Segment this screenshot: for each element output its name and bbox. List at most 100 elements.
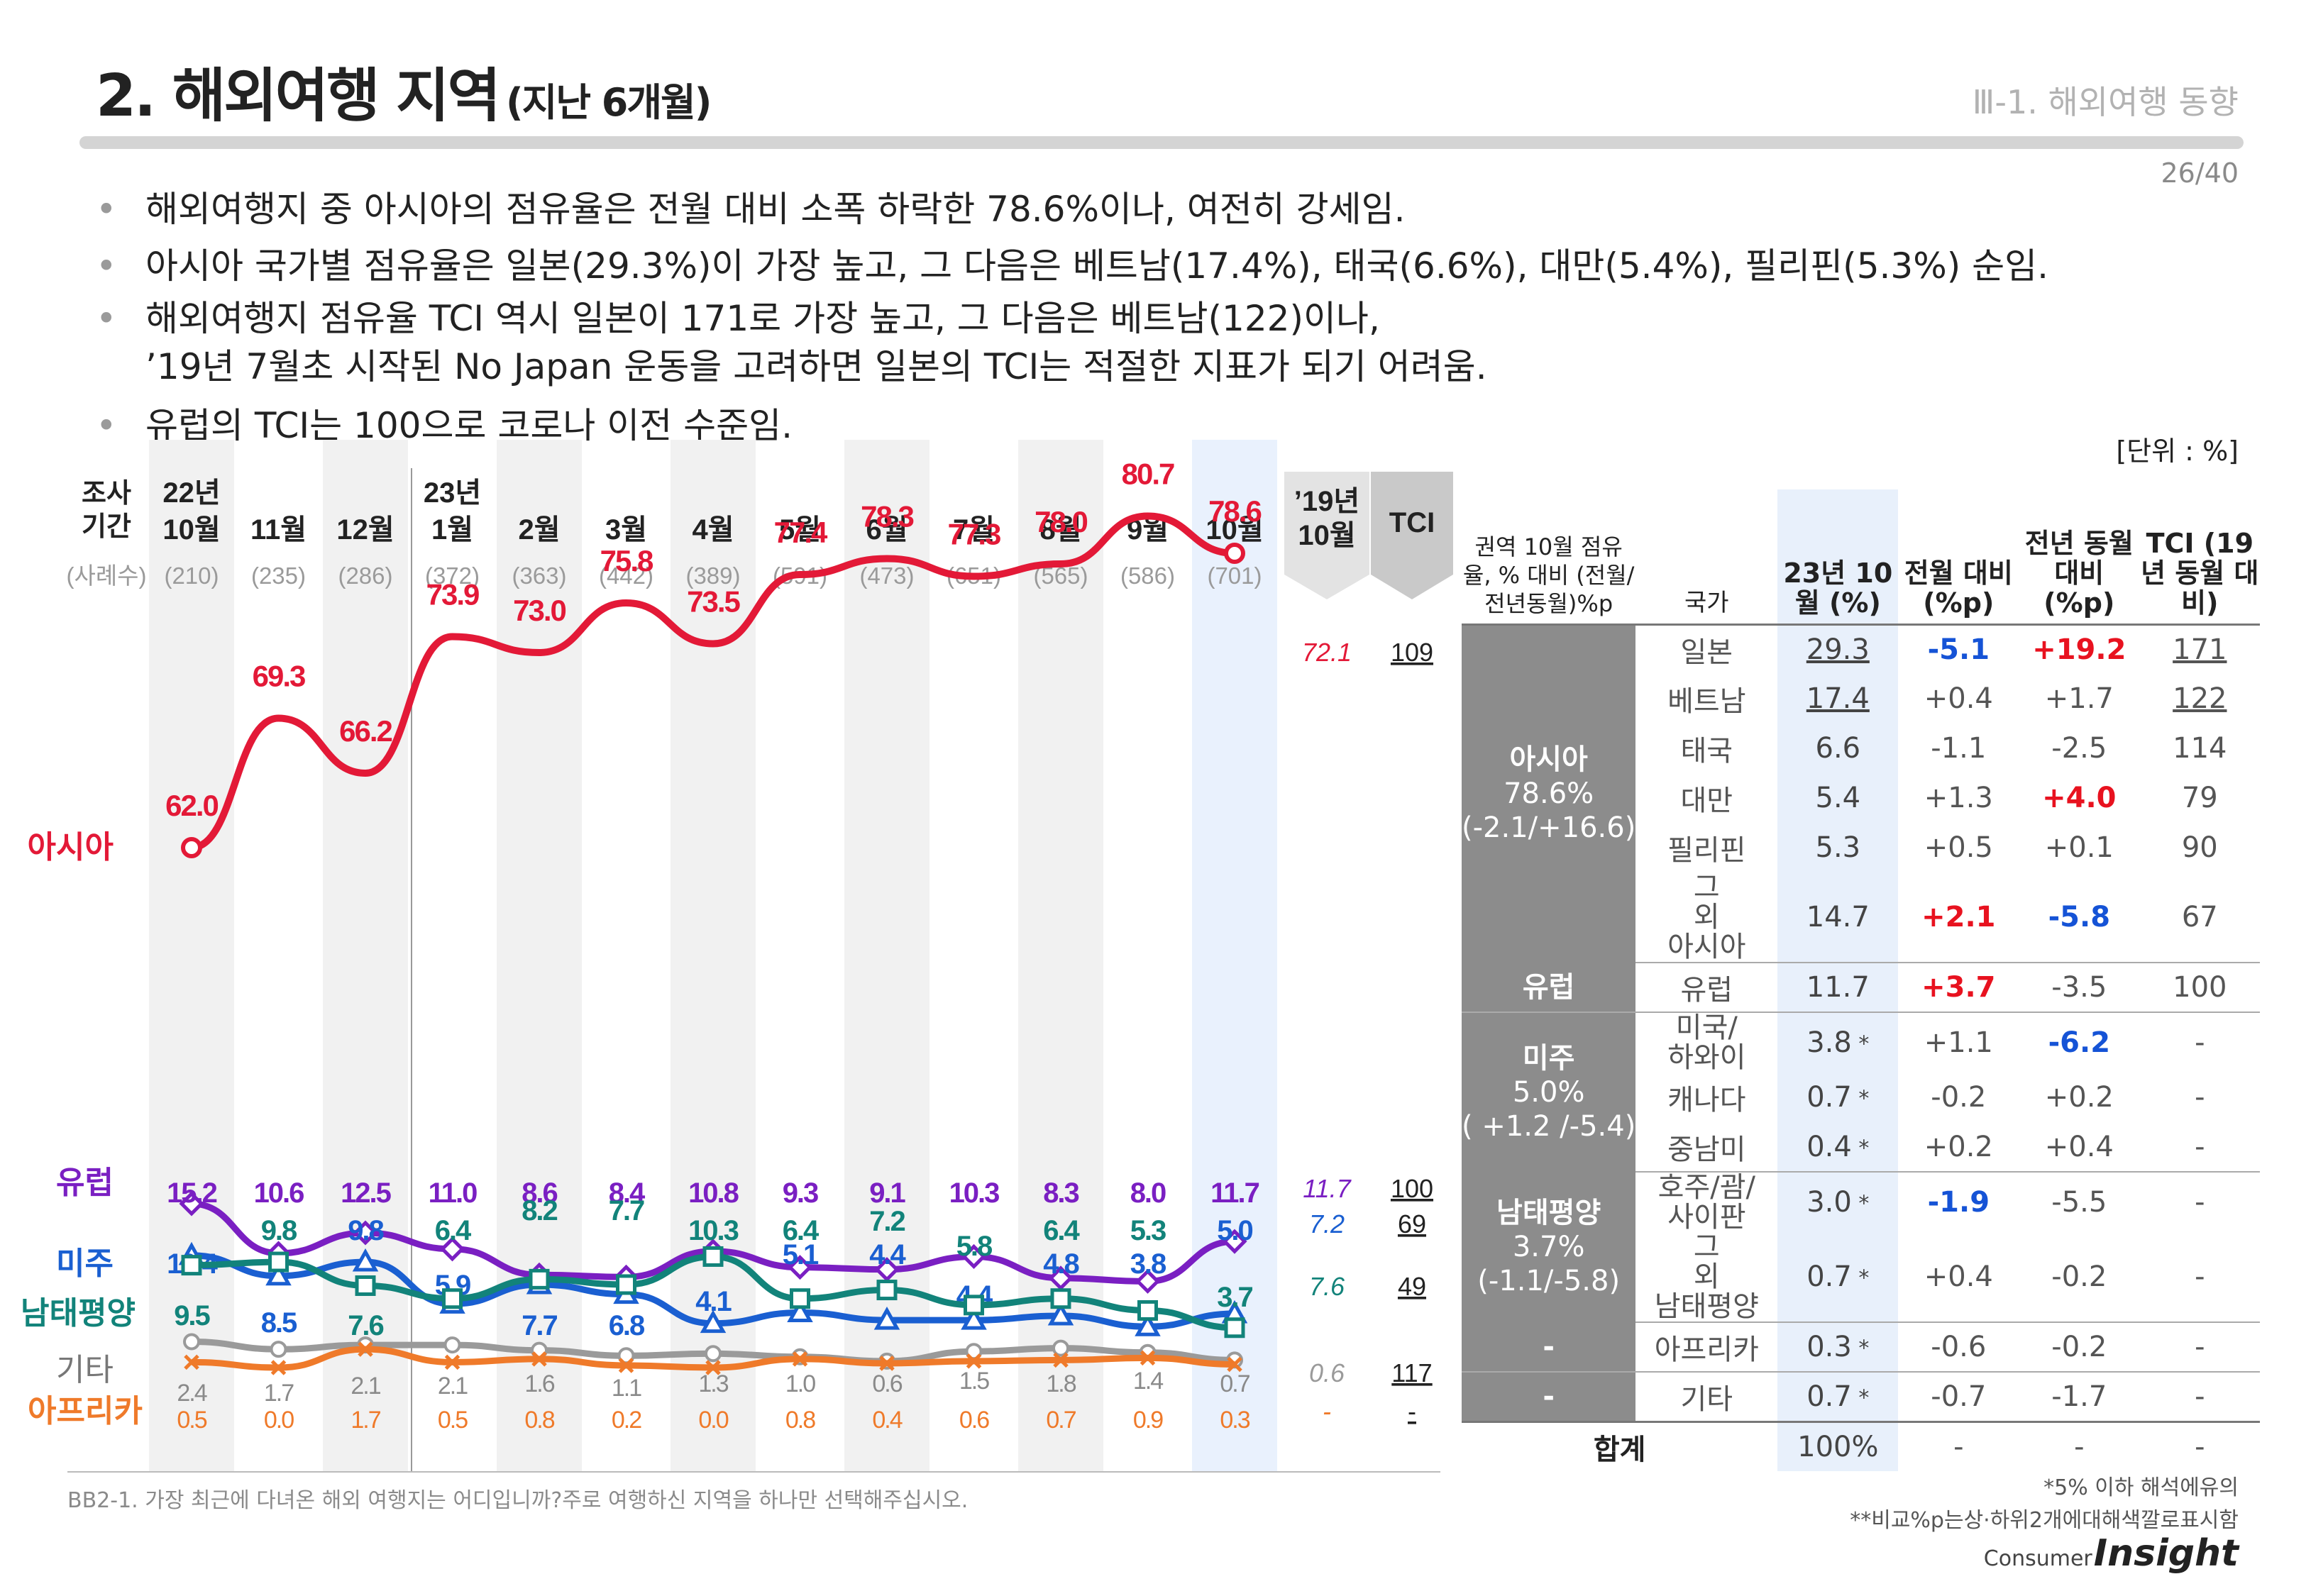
tci-value: -	[2139, 1372, 2261, 1422]
region-group-2: 미주 5.0%( +1.2 /-5.4)	[1462, 1012, 1636, 1172]
data-label: 9.3	[783, 1177, 818, 1209]
yoy-change: +0.1	[2044, 831, 2114, 864]
mom-change: +1.3	[1924, 782, 1993, 814]
data-label: 5.3	[1130, 1215, 1166, 1246]
tci-value: -	[2139, 1232, 2261, 1323]
yoy-change: -0.2	[2019, 1232, 2140, 1323]
bullet-3: • 해외여행지 점유율 TCI 역시 일본이 171로 가장 높고, 그 다음은 …	[96, 294, 1487, 391]
note-color: **비교%p는상·하위2개에대해색깔로표시함	[1850, 1508, 2239, 1533]
total-mom: -	[1898, 1420, 2019, 1471]
country-name: 일본	[1680, 636, 1733, 669]
region-group-line: 유럽	[1522, 970, 1575, 1004]
marker-square	[790, 1288, 810, 1309]
marker-x	[444, 1354, 460, 1370]
data-label: 3.8	[1130, 1248, 1166, 1280]
data-label: 77.4	[774, 516, 828, 549]
mom-change: -1.9	[1927, 1186, 1990, 1219]
marker-square	[268, 1251, 289, 1273]
page-subtitle: (지난 6개월)	[505, 80, 712, 125]
yoy-change: +19.2	[2032, 633, 2126, 666]
tci-value: -	[2195, 1026, 2205, 1059]
x-year-label: 22년	[162, 477, 220, 509]
tci-value: 90	[2181, 831, 2218, 864]
data-label: 1.4	[1133, 1368, 1163, 1395]
marker-diamond	[1222, 1229, 1247, 1254]
share-value: 0.3 *	[1777, 1322, 1899, 1373]
country-name-line: 호주/괌/	[1657, 1171, 1755, 1204]
ref-value-label: 72.1	[1302, 638, 1352, 667]
share-number: 0.7	[1806, 1260, 1852, 1293]
data-label: 2.1	[438, 1373, 468, 1400]
marker-diamond	[1048, 1265, 1074, 1291]
bullet-1: • 해외여행지 중 아시아의 점유율은 전월 대비 소폭 하락한 78.6%이나,…	[96, 189, 1406, 230]
country-name-line: 아시아	[1667, 931, 1746, 963]
data-label: 8.4	[609, 1177, 646, 1209]
data-label: 80.7	[1122, 458, 1174, 491]
tci-header-label: TCI	[1389, 507, 1435, 538]
share-value: 5.4	[1777, 773, 1899, 823]
marker-x	[1053, 1352, 1069, 1368]
region-group-line: 남태평양	[1496, 1197, 1601, 1229]
ref-period-label: ’19년	[1294, 486, 1359, 517]
share-value: 6.6	[1777, 724, 1899, 773]
marker-diamond	[439, 1236, 465, 1262]
low-sample-star: *	[1851, 1385, 1870, 1411]
series-name-label: 아프리카	[28, 1394, 143, 1429]
data-label: 7.7	[522, 1310, 557, 1341]
data-label: 0.8	[524, 1407, 554, 1434]
low-sample-star: *	[1851, 1031, 1870, 1057]
share-number: 29.3	[1806, 633, 1870, 666]
data-label: 2.1	[351, 1373, 380, 1400]
data-label: 11.7	[1210, 1177, 1259, 1209]
data-label: 9.1	[869, 1177, 905, 1209]
country-name: 그 외 아시아	[1635, 871, 1778, 963]
region-group-line: (-2.1/+16.6)	[1462, 811, 1636, 845]
x-month-label: 4월	[692, 514, 734, 545]
country-name-line: 그	[1693, 871, 1720, 904]
x-month-label: 8월	[1039, 514, 1081, 545]
yoy-change: -0.2	[2019, 1322, 2140, 1373]
country-name-line: 외	[1693, 901, 1720, 933]
region-group-line: -	[1543, 1380, 1555, 1413]
data-label: 3.7	[1217, 1282, 1252, 1313]
marker-triangle	[873, 1307, 900, 1330]
sample-label: (사례수)	[66, 563, 146, 589]
region-group-line: 아시아	[1509, 743, 1588, 777]
data-label: 0.6	[872, 1370, 902, 1397]
marker-triangle	[1047, 1302, 1074, 1326]
consumer-insight-logo: ConsumerInsight	[1984, 1532, 2239, 1575]
country-name-line: 하와이	[1667, 1041, 1746, 1074]
tci-value: 67	[2139, 872, 2261, 963]
marker-x	[618, 1358, 634, 1373]
country-name-line: 외	[1693, 1260, 1720, 1293]
section-label: Ⅲ-1. 해외여행 동향	[1972, 83, 2239, 121]
share-number: 3.8	[1806, 1026, 1852, 1059]
data-label: 1.6	[524, 1370, 554, 1397]
data-label: 8.6	[522, 1177, 557, 1209]
data-label: 10.3	[949, 1177, 1000, 1209]
marker-circle	[183, 1333, 200, 1351]
survey-question-footnote: BB2-1. 가장 최근에 다녀온 해외 여행지는 어디입니까?주로 여행하신 …	[67, 1488, 969, 1513]
country-name: 호주/괌/사이판	[1635, 1172, 1777, 1232]
tci-header-shape	[1371, 472, 1453, 599]
x-month-label: 10월	[1206, 514, 1263, 545]
data-label: 0.3	[1220, 1407, 1249, 1434]
marker-diamond	[1135, 1268, 1161, 1294]
share-value: 17.4	[1777, 674, 1899, 724]
data-label: 78.3	[861, 500, 913, 533]
x-month-label: 2월	[518, 514, 560, 545]
series-name-label: 기타	[56, 1353, 114, 1387]
page-title: 2. 해외여행 지역 (지난 6개월)	[96, 48, 712, 133]
tci-value-label: 109	[1391, 638, 1433, 667]
current-month-band	[1192, 440, 1277, 1472]
tci-value: -	[2195, 1186, 2205, 1219]
sample-size-label: (473)	[859, 563, 914, 589]
data-label: 0.7	[1046, 1407, 1076, 1434]
data-label: 78.6	[1208, 494, 1261, 528]
data-label: 0.9	[1133, 1407, 1163, 1434]
data-label: 8.0	[1130, 1177, 1166, 1209]
data-label: 11.0	[429, 1177, 477, 1209]
marker-x	[270, 1360, 287, 1375]
data-label: 8.5	[261, 1307, 297, 1339]
marker-diamond	[353, 1220, 378, 1246]
